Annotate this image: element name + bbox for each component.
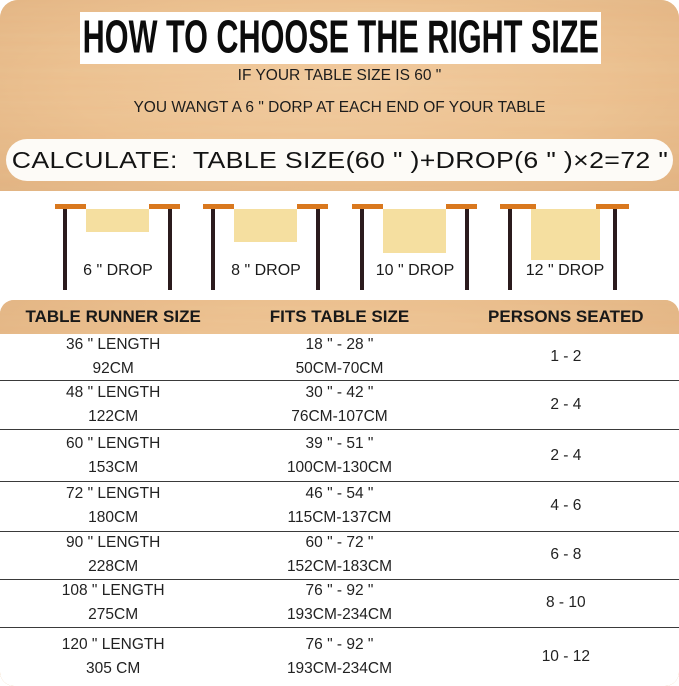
svg-text:8 " DROP: 8 " DROP bbox=[231, 262, 301, 279]
svg-text:10 " DROP: 10 " DROP bbox=[376, 262, 455, 279]
svg-text:12 " DROP: 12 " DROP bbox=[526, 262, 605, 279]
svg-text:6 " DROP: 6 " DROP bbox=[83, 262, 153, 279]
